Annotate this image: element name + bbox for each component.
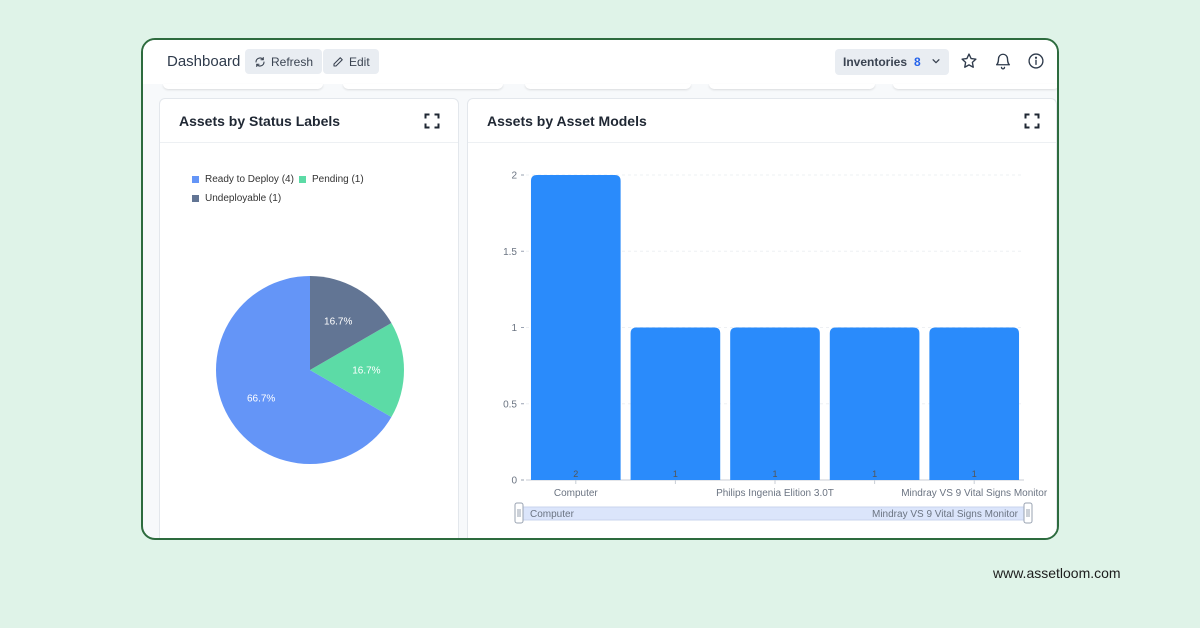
status-labels-card: Assets by Status Labels Ready to Deploy … [159,98,459,538]
status-card-header: Assets by Status Labels [160,99,458,143]
inventories-dropdown[interactable]: Inventories 8 [835,49,949,75]
legend-swatch [299,176,306,183]
legend-swatch [192,176,199,183]
asset-models-card: Assets by Asset Models 0 0.5 1 1.5 2 2 Compute… [467,98,1058,540]
bar[interactable] [829,327,920,481]
bar-value-label: 1 [772,469,777,479]
dashboard-toolbar: Dashboard Refresh Edit Inventories 8 [143,40,1057,84]
y-tick-label: 1 [511,323,517,334]
zoom-start-label: Computer [530,509,575,520]
refresh-button[interactable]: Refresh [245,49,323,74]
pie-slice-ready-to-deploy[interactable] [216,276,392,464]
bar-value-label: 1 [972,469,977,479]
status-pie-chart: 66.7% 16.7% 16.7% [216,276,404,464]
legend-label: Pending (1) [312,174,364,185]
bar-value-label: 1 [673,469,678,479]
collapsed-widget [893,84,1057,89]
legend-item-ready-to-deploy[interactable]: Ready to Deploy (4) [192,174,294,185]
pie-slice-label: 66.7% [247,394,275,405]
bar[interactable] [630,327,721,481]
legend-swatch [192,195,199,202]
x-tick-label: Philips Ingenia Elition 3.0T [716,488,834,499]
collapsed-widget [709,84,875,89]
pie-slice-pending[interactable] [310,323,404,417]
edit-label: Edit [349,54,370,69]
x-tick-label: Mindray VS 9 Vital Signs Monitor [901,488,1048,499]
bar[interactable] [929,327,1020,481]
y-tick-label: 2 [511,171,517,182]
zoom-slider[interactable]: Computer Mindray VS 9 Vital Signs Monito… [468,99,1058,540]
notifications-button[interactable] [994,52,1014,72]
edit-button[interactable]: Edit [323,49,379,74]
bar[interactable] [530,175,621,480]
y-tick-label: 0 [511,476,517,487]
legend-label: Undeployable (1) [205,193,282,204]
inventories-count-badge: 8 [914,55,921,69]
inventories-label: Inventories [843,55,908,69]
chevron-down-icon [931,55,941,69]
y-tick-label: 1.5 [503,247,517,258]
bar-value-label: 2 [573,469,578,479]
info-icon [1028,53,1044,69]
zoom-end-label: Mindray VS 9 Vital Signs Monitor [872,509,1019,520]
refresh-label: Refresh [271,54,314,69]
zoom-handle-start[interactable] [514,502,524,524]
pencil-icon [332,56,344,68]
pie-slice-label: 16.7% [324,317,352,328]
legend-item-undeployable[interactable]: Undeployable (1) [192,193,281,204]
bar-value-label: 1 [872,469,877,479]
x-tick-label: Computer [554,488,599,499]
expand-icon [424,113,440,129]
info-button[interactable] [1027,52,1047,72]
models-card-title: Assets by Asset Models [487,113,647,129]
pie-slice-undeployable[interactable] [310,276,392,370]
bar[interactable] [730,327,820,481]
status-card-title: Assets by Status Labels [179,113,341,129]
dashboard-window: Dashboard Refresh Edit Inventories 8 [141,38,1059,540]
zoom-handle-end[interactable] [1023,502,1033,524]
expand-icon [1024,113,1040,129]
expand-status-card-button[interactable] [424,113,440,129]
collapsed-widget [163,84,323,89]
website-watermark: www.assetloom.com [993,565,1121,581]
legend-label: Ready to Deploy (4) [205,174,294,185]
collapsed-widget-row [143,84,1057,94]
legend-item-pending[interactable]: Pending (1) [299,174,364,185]
dashboard-title: Dashboard [167,53,241,70]
star-button[interactable] [960,52,980,72]
asset-models-bar-chart: 0 0.5 1 1.5 2 2 Computer 1 1 Philips Ingenia Elit… [503,171,1048,500]
pie-slice-label: 16.7% [352,366,380,377]
star-icon [961,53,977,68]
models-card-header: Assets by Asset Models [468,99,1056,143]
y-tick-label: 0.5 [503,399,517,410]
collapsed-widget [525,84,691,89]
expand-models-card-button[interactable] [1024,113,1040,129]
refresh-icon [254,56,266,68]
collapsed-widget [343,84,503,89]
bell-icon [995,53,1011,70]
